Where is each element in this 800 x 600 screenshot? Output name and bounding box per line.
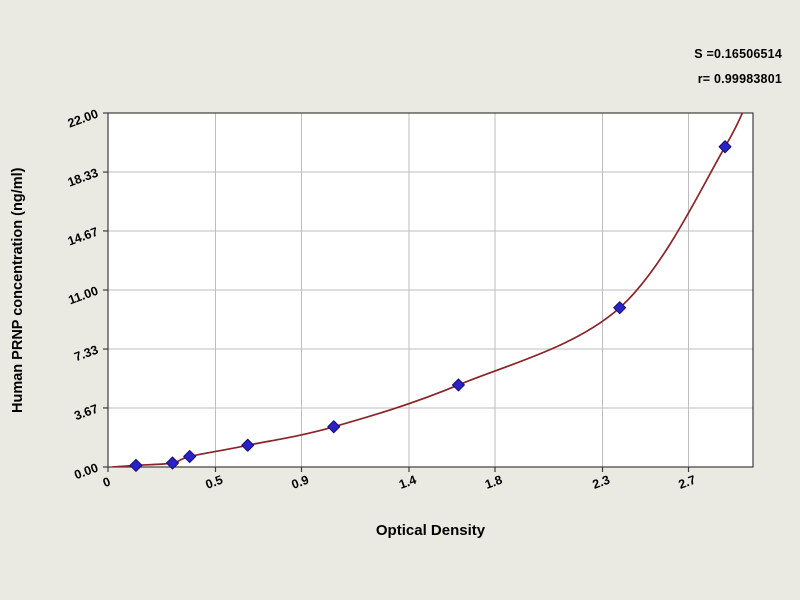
fit-stat-s: S =0.16506514 [694,47,782,61]
x-axis-title: Optical Density [375,522,486,539]
data-point-marker [241,438,255,452]
y-tick-label: 7.33 [72,343,100,364]
x-tick-label: 2.3 [591,473,612,492]
data-point-marker [327,420,341,434]
y-tick-label: 3.67 [72,402,100,423]
x-tick-label: 1.4 [397,473,418,492]
x-tick-label: 1.8 [483,473,504,492]
y-tick-label: 11.00 [66,284,100,308]
data-point-marker [183,450,197,464]
data-point-marker [129,458,143,472]
y-tick-label: 22.00 [66,107,100,131]
data-point-marker [166,456,179,470]
data-point-marker [718,140,732,154]
fit-statistics: S =0.16506514 r= 0.99983801 [694,42,782,92]
x-tick-label: 0.5 [204,473,225,492]
x-tick-label: 0 [101,474,112,490]
data-point-marker [613,301,627,315]
x-tick-label: 2.7 [677,473,698,492]
fit-stat-r: r= 0.99983801 [697,72,782,86]
y-tick-label: 18.33 [66,166,100,190]
y-tick-label: 0.00 [72,461,100,482]
y-axis-title: Human PRNP concentration (ng/ml) [10,167,26,413]
y-tick-label: 14.67 [66,225,100,249]
data-point-marker [451,378,465,392]
x-tick-label: 0.9 [290,473,311,492]
